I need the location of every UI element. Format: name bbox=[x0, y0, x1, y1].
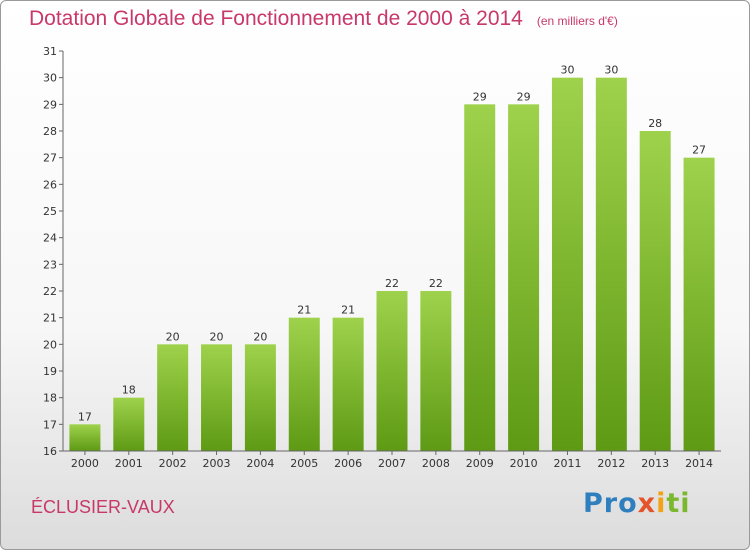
x-tick-label-2010: 2010 bbox=[510, 457, 538, 470]
value-label-2014: 27 bbox=[692, 144, 706, 157]
bars-group: 17 18 20 20 20 21 21 22 22 29 29 30 30 28 27 bbox=[69, 64, 715, 452]
x-tick-label-2001: 2001 bbox=[115, 457, 143, 470]
value-label-2002: 20 bbox=[166, 330, 180, 343]
value-label-2000: 17 bbox=[78, 410, 92, 423]
y-tick-label: 17 bbox=[43, 418, 57, 431]
bar-2011 bbox=[551, 77, 583, 452]
y-tick-label: 25 bbox=[43, 205, 57, 218]
bar-2008 bbox=[420, 291, 452, 451]
chart-title-text: Dotation Globale de Fonctionnement de 20… bbox=[29, 7, 523, 30]
bar-2005 bbox=[288, 317, 320, 451]
x-tick-label-2002: 2002 bbox=[159, 457, 187, 470]
value-label-2007: 22 bbox=[385, 277, 399, 290]
bar-2001 bbox=[113, 397, 145, 451]
x-tick-label-2013: 2013 bbox=[641, 457, 669, 470]
value-label-2010: 29 bbox=[517, 90, 531, 103]
value-label-2008: 22 bbox=[429, 277, 443, 290]
x-tick-label-2012: 2012 bbox=[597, 457, 625, 470]
y-tick-label: 18 bbox=[43, 392, 57, 405]
x-tick-label-2006: 2006 bbox=[334, 457, 362, 470]
x-tick-label-2007: 2007 bbox=[378, 457, 406, 470]
chart-title: Dotation Globale de Fonctionnement de 20… bbox=[29, 7, 618, 31]
bar-2012 bbox=[595, 77, 627, 452]
x-tick-label-2000: 2000 bbox=[71, 457, 99, 470]
value-label-2006: 21 bbox=[341, 304, 355, 317]
y-tick-label: 23 bbox=[43, 258, 57, 271]
bar-2014 bbox=[683, 157, 715, 451]
y-tick-label: 24 bbox=[43, 232, 57, 245]
y-tick-label: 16 bbox=[43, 445, 57, 458]
y-tick-label: 27 bbox=[43, 152, 57, 165]
bar-2003 bbox=[201, 344, 233, 451]
x-tick-label-2003: 2003 bbox=[203, 457, 231, 470]
value-label-2003: 20 bbox=[210, 330, 224, 343]
x-tick-label-2014: 2014 bbox=[685, 457, 713, 470]
value-label-2001: 18 bbox=[122, 384, 136, 397]
bar-2002 bbox=[157, 344, 189, 451]
x-tick-label-2011: 2011 bbox=[553, 457, 581, 470]
bar-2007 bbox=[376, 291, 408, 451]
x-tick-label-2009: 2009 bbox=[466, 457, 494, 470]
value-label-2009: 29 bbox=[473, 90, 487, 103]
chart-unit: (en milliers d'€) bbox=[536, 14, 618, 28]
y-tick-label: 28 bbox=[43, 125, 57, 138]
y-tick-label: 29 bbox=[43, 98, 57, 111]
value-label-2005: 21 bbox=[297, 304, 311, 317]
bar-2006 bbox=[332, 317, 364, 451]
y-tick-label: 22 bbox=[43, 285, 57, 298]
x-tick-label-2004: 2004 bbox=[246, 457, 274, 470]
bar-2004 bbox=[244, 344, 276, 451]
x-tick-label-2008: 2008 bbox=[422, 457, 450, 470]
value-label-2011: 30 bbox=[560, 64, 574, 77]
value-label-2013: 28 bbox=[648, 117, 662, 130]
bar-2013 bbox=[639, 131, 671, 451]
bar-2000 bbox=[69, 424, 101, 451]
commune-name: ÉCLUSIER-VAUX bbox=[31, 497, 175, 517]
proxiti-logo: Proxiti bbox=[583, 488, 691, 519]
y-tick-label: 20 bbox=[43, 338, 57, 351]
y-tick-label: 30 bbox=[43, 72, 57, 85]
bar-2010 bbox=[508, 104, 540, 451]
y-tick-label: 19 bbox=[43, 365, 57, 378]
y-tick-label: 31 bbox=[43, 45, 57, 58]
value-label-2012: 30 bbox=[604, 64, 618, 77]
axes-group: 16 17 18 19 20 21 22 23 24 25 26 27 28 29 30 31 2000 2001… bbox=[43, 45, 721, 470]
x-tick-label-2005: 2005 bbox=[290, 457, 318, 470]
bar-2009 bbox=[464, 104, 496, 451]
y-tick-label: 21 bbox=[43, 312, 57, 325]
y-tick-label: 26 bbox=[43, 178, 57, 191]
value-label-2004: 20 bbox=[253, 330, 267, 343]
